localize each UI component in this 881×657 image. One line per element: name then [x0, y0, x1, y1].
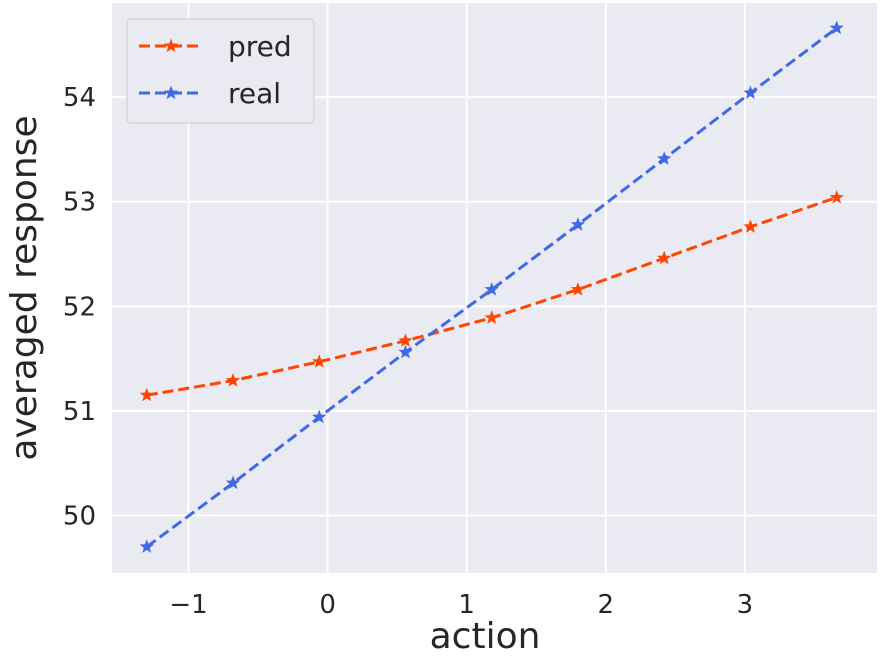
data-point-pred [398, 333, 413, 347]
legend-label-real: real [228, 77, 281, 110]
series-pred [139, 190, 844, 402]
data-point-pred [484, 310, 499, 324]
y-tick-label: 51 [63, 397, 96, 427]
data-point-pred [570, 282, 586, 296]
data-point-real [139, 539, 154, 553]
y-axis-title: averaged response [4, 115, 45, 460]
series-layer [139, 20, 844, 553]
legend-item-pred: pred [139, 30, 292, 63]
data-point-real [570, 217, 586, 231]
y-tick-label: 50 [63, 501, 96, 531]
data-point-real [398, 344, 413, 359]
y-axis-ticks: 50 51 52 53 54 [63, 83, 96, 531]
data-point-pred [139, 387, 154, 402]
data-point-real [657, 151, 672, 165]
legend-item-real: real [139, 77, 281, 110]
data-point-real [829, 20, 844, 35]
data-point-pred [657, 250, 672, 265]
data-point-pred [743, 219, 758, 233]
y-tick-label: 52 [63, 292, 96, 322]
y-tick-label: 53 [63, 188, 96, 218]
legend-label-pred: pred [228, 30, 292, 63]
x-tick-label: −1 [169, 590, 207, 620]
legend-marker-pred [163, 38, 179, 53]
x-axis-title: action [430, 616, 541, 657]
x-tick-label: 1 [458, 590, 475, 620]
legend-marker-real [163, 85, 179, 100]
data-point-pred [829, 190, 844, 204]
gridlines [112, 3, 877, 573]
data-point-real [484, 282, 499, 296]
data-point-real [225, 475, 241, 490]
data-point-real [312, 409, 327, 424]
x-tick-label: 2 [597, 590, 614, 620]
legend-items: pred real [139, 30, 292, 110]
data-point-pred [312, 354, 327, 368]
x-tick-label: 0 [319, 590, 336, 620]
data-point-pred [225, 373, 241, 387]
legend: pred real [126, 18, 315, 124]
data-point-real [743, 85, 758, 100]
y-tick-label: 54 [63, 83, 96, 113]
x-axis-ticks: −1 0 1 2 3 [169, 590, 753, 620]
x-tick-label: 3 [737, 590, 754, 620]
series-real [139, 20, 844, 553]
